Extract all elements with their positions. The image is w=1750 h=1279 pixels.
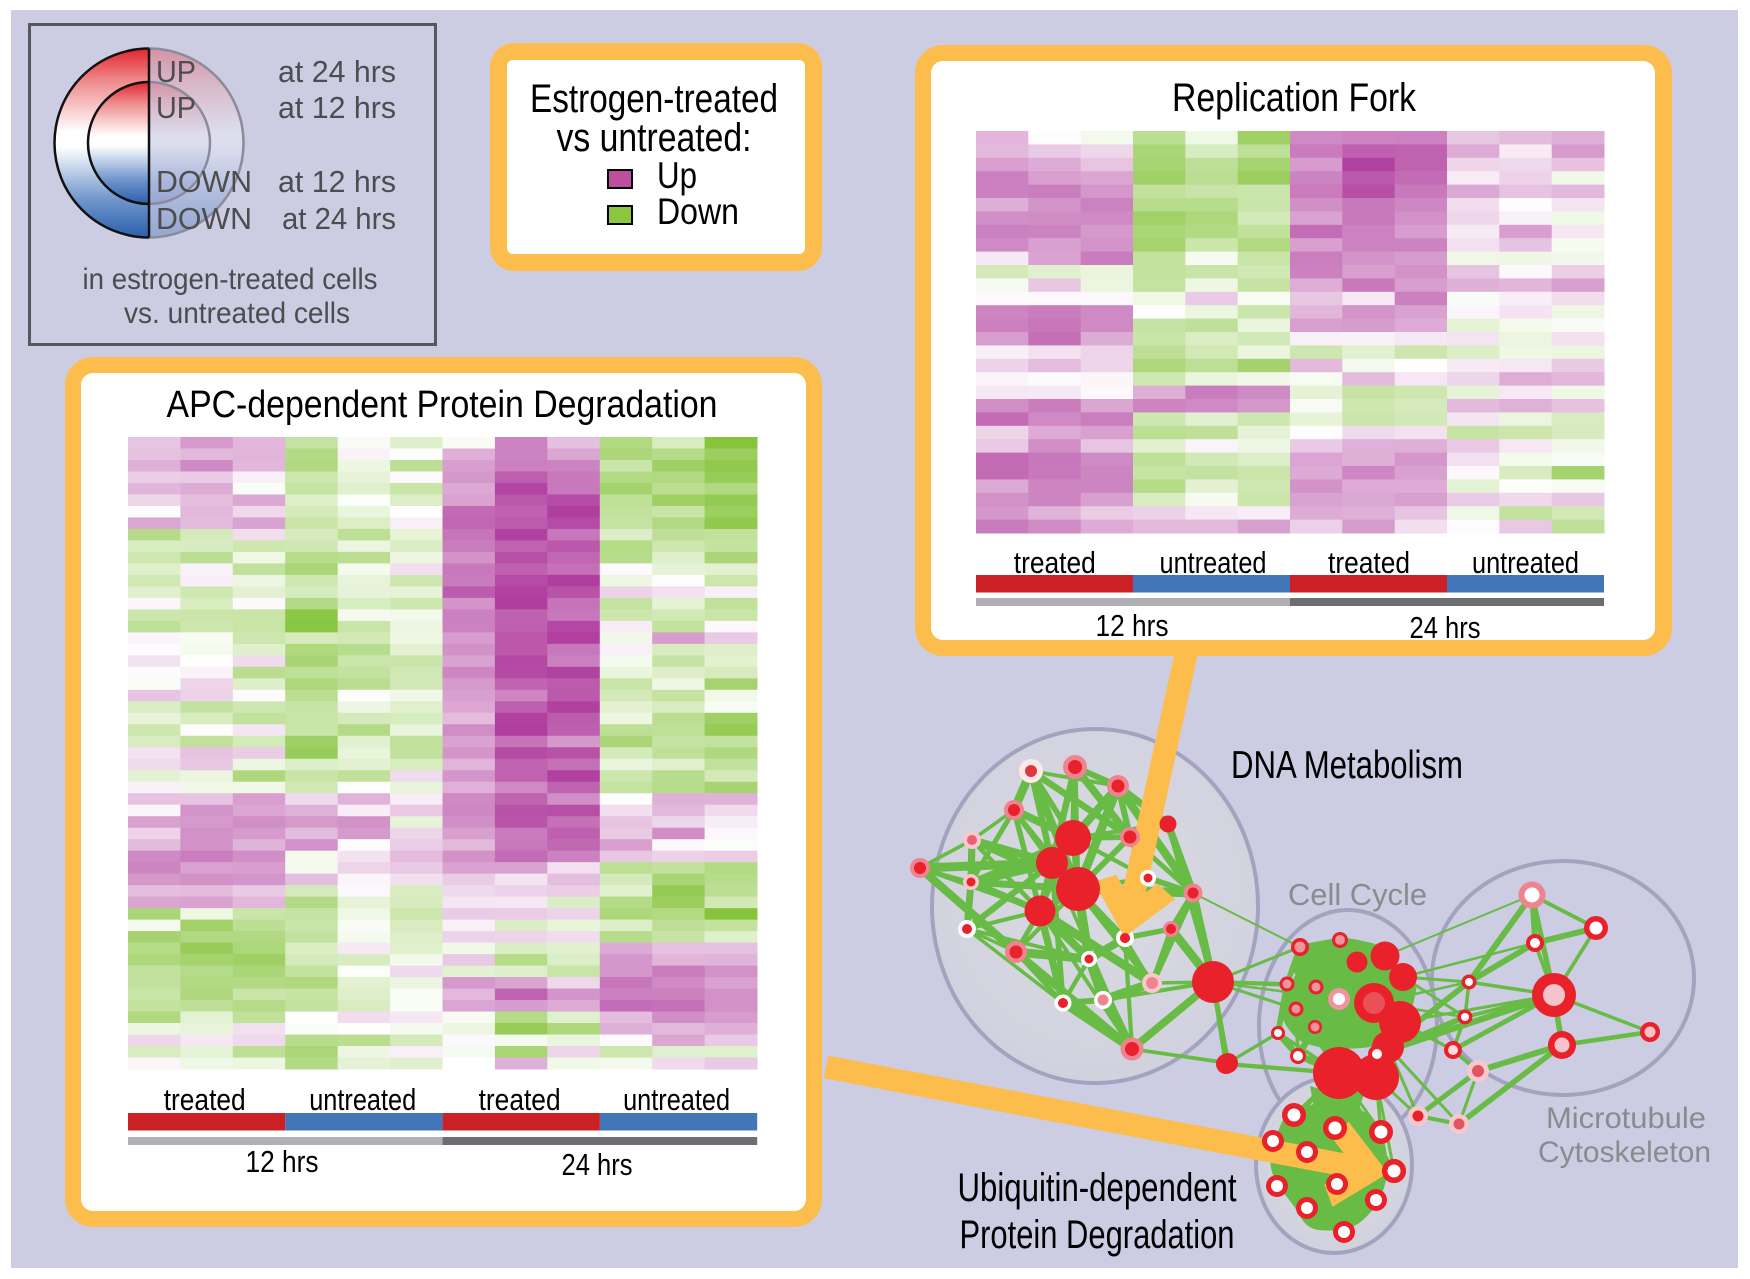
svg-text:DOWN: DOWN bbox=[156, 201, 252, 236]
svg-text:vs. untreated cells: vs. untreated cells bbox=[124, 297, 350, 330]
svg-text:Down: Down bbox=[657, 191, 739, 232]
svg-text:at 24 hrs: at 24 hrs bbox=[282, 201, 396, 236]
svg-text:at 24 hrs: at 24 hrs bbox=[278, 54, 396, 89]
svg-text:at 12 hrs: at 12 hrs bbox=[278, 164, 396, 199]
svg-text:untreated: untreated bbox=[309, 1082, 416, 1117]
svg-text:treated: treated bbox=[164, 1082, 246, 1117]
svg-text:at 12 hrs: at 12 hrs bbox=[278, 90, 396, 125]
svg-text:vs untreated:: vs untreated: bbox=[557, 116, 752, 160]
svg-text:12 hrs: 12 hrs bbox=[246, 1144, 319, 1179]
svg-text:Estrogen-treated: Estrogen-treated bbox=[530, 77, 778, 121]
svg-text:DOWN: DOWN bbox=[156, 164, 252, 199]
svg-text:24 hrs: 24 hrs bbox=[562, 1147, 633, 1182]
svg-text:Ubiquitin-dependent: Ubiquitin-dependent bbox=[958, 1166, 1237, 1210]
svg-text:Microtubule: Microtubule bbox=[1546, 1102, 1706, 1135]
svg-text:untreated: untreated bbox=[1160, 545, 1267, 580]
svg-text:Up: Up bbox=[657, 155, 697, 196]
svg-text:24 hrs: 24 hrs bbox=[1410, 610, 1481, 645]
svg-text:UP: UP bbox=[156, 54, 196, 89]
svg-text:Cell Cycle: Cell Cycle bbox=[1288, 877, 1427, 912]
svg-text:APC-dependent Protein Degradat: APC-dependent Protein Degradation bbox=[167, 384, 718, 426]
svg-text:treated: treated bbox=[479, 1082, 561, 1117]
svg-text:treated: treated bbox=[1328, 545, 1410, 580]
svg-text:Cytoskeleton: Cytoskeleton bbox=[1538, 1136, 1711, 1169]
svg-text:in estrogen-treated cells: in estrogen-treated cells bbox=[83, 263, 378, 296]
svg-text:untreated: untreated bbox=[1472, 545, 1579, 580]
svg-text:12 hrs: 12 hrs bbox=[1096, 608, 1169, 643]
svg-text:untreated: untreated bbox=[623, 1082, 730, 1117]
svg-text:DNA Metabolism: DNA Metabolism bbox=[1231, 744, 1463, 787]
svg-text:Replication Fork: Replication Fork bbox=[1172, 76, 1417, 120]
svg-text:UP: UP bbox=[156, 90, 196, 125]
svg-text:treated: treated bbox=[1014, 545, 1096, 580]
svg-text:Protein Degradation: Protein Degradation bbox=[960, 1213, 1235, 1257]
